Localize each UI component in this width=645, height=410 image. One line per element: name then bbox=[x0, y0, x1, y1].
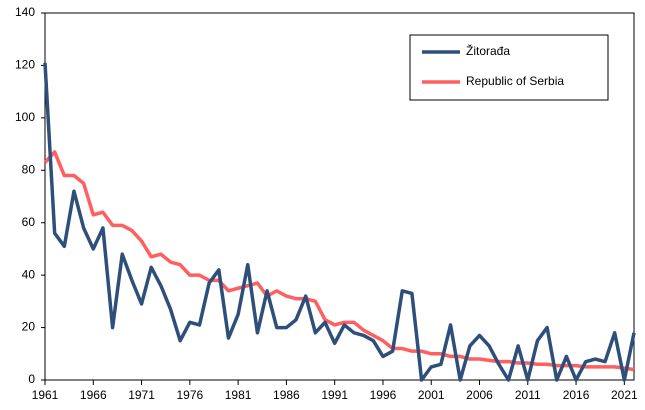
x-tick-label: 1971 bbox=[128, 388, 155, 402]
y-tick-label: 100 bbox=[15, 110, 35, 124]
x-tick-label: 2001 bbox=[418, 388, 445, 402]
plot-area bbox=[44, 12, 635, 381]
series-line bbox=[43, 150, 635, 372]
x-tick-label: 2016 bbox=[563, 388, 590, 402]
series-line bbox=[43, 62, 636, 382]
x-tick-label: 1966 bbox=[80, 388, 107, 402]
y-tick-label: 40 bbox=[22, 267, 36, 281]
x-tick-label: 1986 bbox=[273, 388, 300, 402]
y-tick-label: 80 bbox=[22, 162, 36, 176]
x-tick-label: 1981 bbox=[225, 388, 252, 402]
y-tick-label: 20 bbox=[22, 320, 36, 334]
x-tick-label: 2006 bbox=[466, 388, 493, 402]
y-tick-label: 60 bbox=[22, 215, 36, 229]
x-tick-label: 2011 bbox=[515, 388, 541, 402]
y-tick-label: 120 bbox=[15, 58, 35, 72]
y-tick-label: 0 bbox=[28, 372, 35, 386]
x-tick-label: 1996 bbox=[370, 388, 397, 402]
legend-label: Žitorađa bbox=[466, 43, 510, 58]
legend-box bbox=[409, 34, 609, 101]
x-tick-label: 1991 bbox=[321, 388, 348, 402]
x-tick-label: 1976 bbox=[176, 388, 203, 402]
y-tick-label: 140 bbox=[15, 5, 35, 19]
legend-label: Republic of Serbia bbox=[466, 74, 564, 88]
x-tick-label: 2021 bbox=[611, 388, 638, 402]
x-tick-label: 1961 bbox=[32, 388, 59, 402]
